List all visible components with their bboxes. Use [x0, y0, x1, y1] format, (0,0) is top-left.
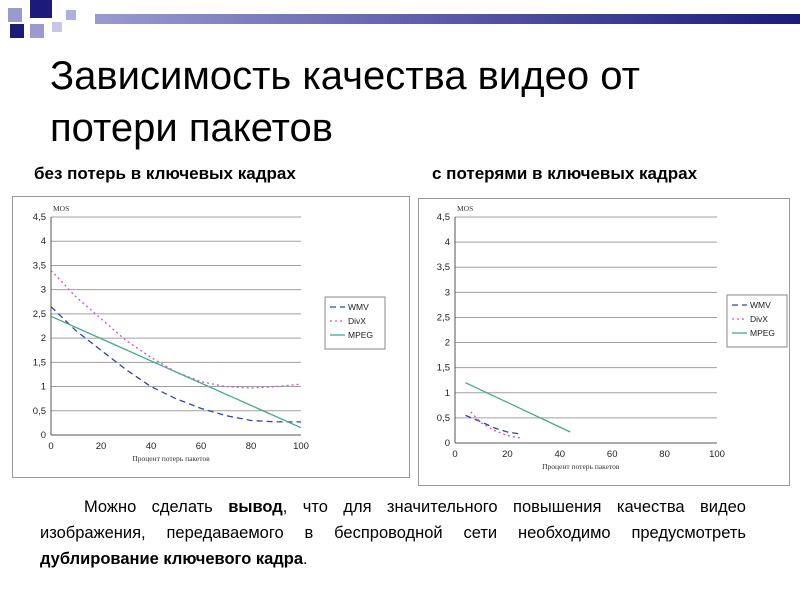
y-tick-label: 1 — [41, 382, 46, 393]
legend-label: MPEG — [348, 330, 373, 340]
y-tick-label: 3 — [41, 285, 46, 296]
x-tick-label: 0 — [48, 441, 53, 452]
decor-square — [30, 0, 52, 18]
header-bar — [95, 14, 800, 24]
legend-label: DivX — [750, 314, 768, 324]
conclusion-bold: дублирование ключевого кадра — [40, 550, 304, 568]
series-line-mpeg — [50, 315, 302, 429]
y-axis-label: MOS — [457, 204, 473, 213]
series-line-wmv — [50, 306, 301, 423]
x-tick-label: 100 — [293, 441, 309, 452]
decor-square — [30, 24, 44, 38]
y-tick-label: 0,5 — [437, 413, 450, 424]
y-tick-label: 2,5 — [437, 312, 450, 323]
right-chart-caption: с потерями в ключевых кадрах — [432, 164, 698, 183]
x-axis-label: Процент потерь пакетов — [542, 462, 620, 471]
y-tick-label: 2,5 — [33, 309, 46, 320]
legend-label: WMV — [750, 300, 771, 310]
x-tick-label: 40 — [146, 441, 157, 452]
conclusion-part: , что для значительного повышения качест… — [40, 498, 746, 542]
right-chart: 0 0,5 1 1,5 2 2,5 3 3,5 4 4,5 0 20 40 60 80 100 MOS Проце… — [418, 198, 790, 486]
x-tick-label: 60 — [607, 449, 618, 460]
legend-label: WMV — [348, 302, 369, 312]
y-tick-label: 1 — [445, 388, 450, 399]
left-chart-svg: 0 0,5 1 1,5 2 2,5 3 3,5 4 4,5 0 20 40 60 80 100 MOS Проце… — [33, 204, 386, 463]
x-tick-label: 60 — [196, 441, 207, 452]
y-tick-label: 3,5 — [437, 262, 450, 273]
y-tick-label: 3 — [445, 287, 450, 298]
conclusion-part: . — [303, 550, 308, 568]
series-line-divx — [470, 411, 521, 439]
decor-square — [10, 24, 24, 38]
conclusion-bold: вывод — [228, 498, 283, 516]
y-tick-label: 4,5 — [33, 212, 46, 223]
header-decoration — [0, 0, 800, 40]
y-tick-label: 3,5 — [33, 260, 46, 271]
left-chart: 0 0,5 1 1,5 2 2,5 3 3,5 4 4,5 0 20 40 60 80 100 MOS Проце… — [12, 196, 410, 478]
y-tick-label: 4 — [445, 237, 450, 248]
y-axis-label: MOS — [53, 204, 69, 213]
y-tick-label: 0 — [445, 438, 450, 449]
series-line-wmv — [465, 414, 521, 435]
conclusion-text: Можно сделать вывод, что для значительно… — [40, 494, 746, 572]
decor-square — [8, 8, 22, 22]
left-chart-caption: без потерь в ключевых кадрах — [34, 164, 296, 183]
x-tick-label: 0 — [452, 449, 457, 460]
legend-box — [324, 296, 386, 350]
y-tick-label: 0 — [41, 430, 46, 441]
y-tick-label: 1,5 — [437, 363, 450, 374]
y-tick-label: 0,5 — [33, 406, 46, 417]
y-tick-label: 4 — [41, 236, 46, 247]
page-title: Зависимость качества видео от потери пак… — [50, 54, 640, 150]
right-chart-svg: 0 0,5 1 1,5 2 2,5 3 3,5 4 4,5 0 20 40 60 80 100 MOS Проце… — [437, 204, 788, 471]
y-tick-label: 2 — [445, 338, 450, 349]
x-tick-label: 40 — [555, 449, 566, 460]
decor-square — [52, 22, 62, 32]
y-tick-label: 1,5 — [33, 357, 46, 368]
y-tick-label: 2 — [41, 333, 46, 344]
x-tick-label: 20 — [502, 449, 513, 460]
legend-box — [726, 294, 788, 348]
legend-label: DivX — [348, 316, 366, 326]
x-tick-label: 20 — [96, 441, 107, 452]
conclusion-part: Можно сделать — [84, 498, 229, 516]
x-tick-label: 100 — [709, 449, 725, 460]
x-tick-label: 80 — [659, 449, 670, 460]
legend-label: MPEG — [750, 328, 775, 338]
y-tick-label: 4,5 — [437, 212, 450, 223]
series-line-divx — [50, 269, 302, 389]
decor-square — [66, 10, 76, 20]
x-tick-label: 80 — [246, 441, 257, 452]
x-axis-label: Процент потерь пакетов — [132, 454, 210, 463]
series-line-mpeg — [465, 382, 571, 433]
